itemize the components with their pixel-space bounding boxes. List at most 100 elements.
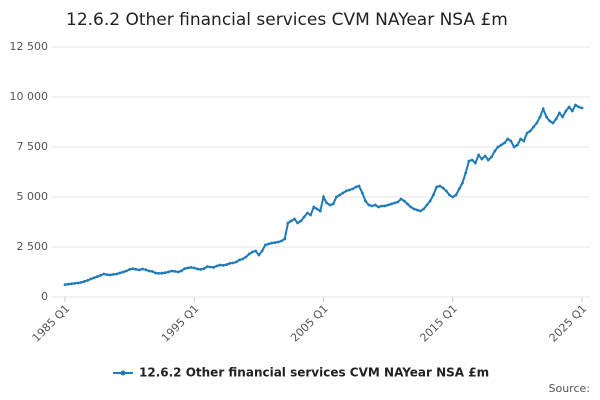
point xyxy=(79,281,83,284)
point xyxy=(470,158,474,162)
point xyxy=(124,269,128,273)
point xyxy=(299,219,303,223)
point xyxy=(490,155,493,159)
point xyxy=(574,103,577,107)
y-tick-label: 10 000 xyxy=(10,90,49,103)
point xyxy=(431,193,435,197)
point xyxy=(548,119,552,123)
y-tick-label: 12 500 xyxy=(10,40,49,53)
point xyxy=(260,249,264,253)
point xyxy=(192,266,196,270)
point xyxy=(435,185,438,189)
x-tick-label: 1985 Q1 xyxy=(30,302,73,345)
point xyxy=(538,115,542,119)
point xyxy=(157,272,161,275)
point xyxy=(373,203,377,207)
point xyxy=(112,273,115,276)
point xyxy=(176,270,180,274)
point xyxy=(63,283,67,286)
point xyxy=(70,282,73,286)
point xyxy=(302,215,306,219)
point xyxy=(154,271,157,275)
point xyxy=(92,276,96,280)
chart-title: 12.6.2 Other financial services CVM NAYe… xyxy=(66,10,508,30)
point xyxy=(483,154,487,158)
point xyxy=(412,207,416,211)
point xyxy=(473,161,477,165)
point xyxy=(422,207,426,211)
point xyxy=(457,187,461,191)
point xyxy=(312,205,316,209)
point xyxy=(532,125,535,129)
y-tick-label: 0 xyxy=(41,290,48,303)
point xyxy=(183,267,186,270)
point xyxy=(108,273,112,277)
point xyxy=(415,208,419,212)
point xyxy=(525,131,529,135)
point xyxy=(441,186,445,190)
point xyxy=(115,272,119,276)
point xyxy=(451,195,455,199)
legend-label: 12.6.2 Other financial services CVM NAYe… xyxy=(139,366,489,380)
point xyxy=(82,280,86,283)
point xyxy=(522,139,526,143)
point xyxy=(454,193,458,197)
point xyxy=(351,187,354,191)
point xyxy=(402,199,406,203)
point xyxy=(218,263,222,267)
point xyxy=(496,145,500,149)
point xyxy=(186,266,190,270)
point xyxy=(315,207,319,211)
point xyxy=(419,209,422,213)
point xyxy=(570,109,574,113)
point xyxy=(493,149,497,153)
point xyxy=(263,243,267,247)
point xyxy=(409,205,413,209)
point xyxy=(425,203,429,207)
point xyxy=(354,185,358,189)
point xyxy=(444,189,448,193)
point xyxy=(357,184,361,188)
point xyxy=(160,271,164,275)
source-label: Source: xyxy=(549,382,591,395)
point xyxy=(238,258,241,262)
point xyxy=(95,275,99,278)
point xyxy=(477,153,480,157)
point xyxy=(528,129,532,133)
point xyxy=(503,141,506,145)
point xyxy=(541,107,545,111)
point xyxy=(212,266,216,269)
point xyxy=(519,137,523,141)
y-tick-label: 2 500 xyxy=(17,240,49,253)
point xyxy=(241,257,245,261)
point xyxy=(105,273,109,276)
point xyxy=(131,267,135,270)
point xyxy=(118,271,122,275)
point xyxy=(144,268,148,272)
point xyxy=(280,239,283,243)
point xyxy=(305,211,309,215)
point xyxy=(331,202,335,206)
point xyxy=(347,188,351,192)
point xyxy=(577,105,581,109)
point xyxy=(364,199,367,203)
point xyxy=(464,171,468,175)
point xyxy=(270,241,274,245)
point xyxy=(293,217,296,221)
point xyxy=(338,193,342,197)
point xyxy=(137,268,141,272)
point xyxy=(257,253,261,257)
point xyxy=(564,109,568,113)
point xyxy=(396,200,400,204)
point xyxy=(86,279,90,282)
point xyxy=(428,199,432,203)
point xyxy=(296,221,300,225)
point xyxy=(535,121,539,125)
point xyxy=(512,145,516,149)
point xyxy=(283,237,287,241)
point xyxy=(247,252,251,256)
point xyxy=(225,263,228,266)
x-tick-label: 2005 Q1 xyxy=(288,302,331,345)
point xyxy=(557,111,561,115)
